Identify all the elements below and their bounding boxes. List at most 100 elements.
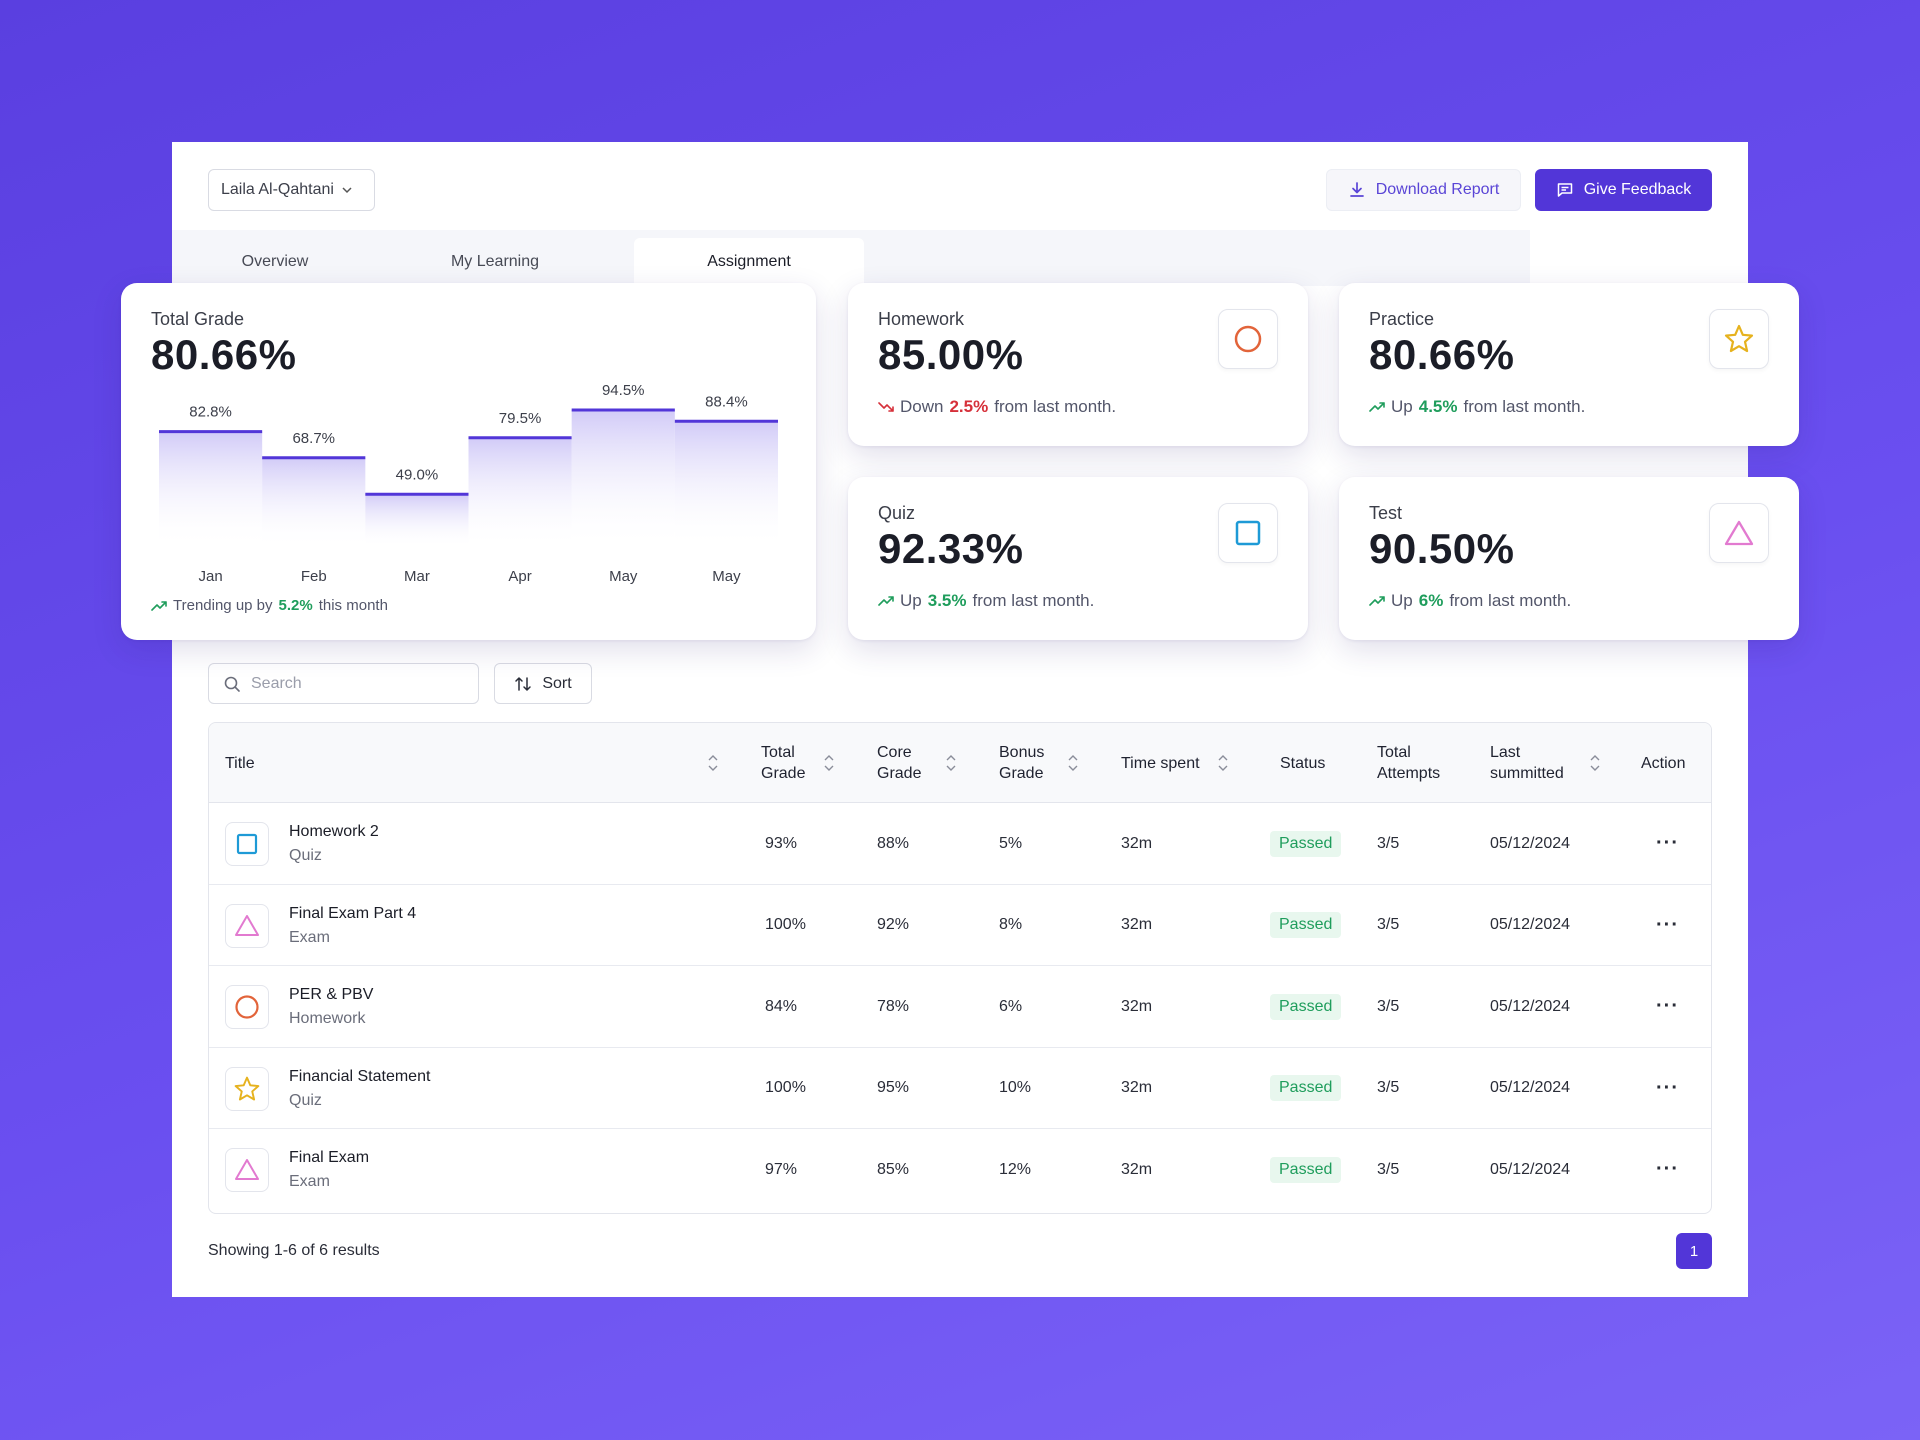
quiz-icon-box xyxy=(1218,503,1278,563)
table-row[interactable]: Homework 2 Quiz 93% 88% 5% 32m Passed 3/5 05/12/… xyxy=(209,803,1711,885)
square-icon xyxy=(1235,520,1261,546)
homework-icon-box xyxy=(1218,309,1278,369)
square-icon xyxy=(235,832,259,856)
practice-suffix: from last month. xyxy=(1463,397,1586,416)
results-count: Showing 1-6 of 6 results xyxy=(208,1242,380,1259)
table-row[interactable]: Final Exam Exam 97% 85% 12% 32m Passed 3/5 05/12… xyxy=(209,1129,1711,1211)
sort-arrows-icon[interactable] xyxy=(823,753,835,773)
chart-x-tick-label: May xyxy=(712,568,741,585)
row-title[interactable]: Final Exam Part 4 xyxy=(289,904,417,922)
row-last-submitted: 05/12/2024 xyxy=(1490,1160,1571,1178)
header-core-grade[interactable]: Core Grade xyxy=(877,744,922,782)
header-last-submitted[interactable]: Last summitted xyxy=(1490,744,1564,782)
chart-bar-area xyxy=(571,410,675,548)
row-bonus-grade: 6% xyxy=(999,997,1023,1015)
more-options-icon[interactable]: ··· xyxy=(1656,913,1679,936)
homework-value: 85.00% xyxy=(878,331,1024,378)
row-bonus-grade: 8% xyxy=(999,916,1023,933)
chart-bar-area xyxy=(159,431,263,548)
quiz-change: 3.5% xyxy=(927,591,967,610)
more-options-icon[interactable]: ··· xyxy=(1656,995,1679,1017)
sort-arrows-icon[interactable] xyxy=(1217,753,1229,773)
quiz-value: 92.33% xyxy=(878,525,1024,572)
practice-change: 4.5% xyxy=(1418,397,1458,416)
practice-label: Practice xyxy=(1369,309,1435,329)
row-title[interactable]: Final Exam xyxy=(289,1149,370,1166)
row-last-submitted: 05/12/2024 xyxy=(1490,834,1571,852)
search-input[interactable]: Search xyxy=(208,663,479,704)
row-core-grade: 78% xyxy=(877,997,910,1015)
chart-data-label: 49.0% xyxy=(396,466,439,483)
tab-my-learning[interactable]: My Learning xyxy=(378,238,612,286)
test-card: Test 90.50% Up 6% from last month. xyxy=(1339,477,1799,640)
quiz-direction: Up xyxy=(900,591,922,610)
homework-trend: Down 2.5% from last month. xyxy=(878,397,1116,417)
row-attempts: 3/5 xyxy=(1377,1079,1400,1096)
tab-bar: Overview My Learning Assignment xyxy=(172,230,1530,286)
table-body: Homework 2 Quiz 93% 88% 5% 32m Passed 3/5 05/12/… xyxy=(209,803,1711,1211)
test-icon-box xyxy=(1709,503,1769,563)
header-bonus-grade[interactable]: Bonus Grade xyxy=(999,744,1045,782)
status-badge: Passed xyxy=(1270,993,1342,1020)
row-total-grade: 97% xyxy=(765,1160,798,1178)
trend-up-icon xyxy=(878,596,894,606)
header-total-grade[interactable]: Total Grade xyxy=(761,744,806,782)
grade-chart: 82.8% Jan 68.7% Feb 49.0% Mar 79.5% Apr 94.5% May… xyxy=(159,382,778,585)
header-total-attempts: Total Attempts xyxy=(1377,744,1441,782)
trend-up-icon xyxy=(1369,402,1385,412)
row-time-spent: 32m xyxy=(1121,997,1153,1015)
sort-arrows-icon[interactable] xyxy=(707,753,719,773)
row-title[interactable]: Homework 2 xyxy=(289,823,379,840)
chart-trend: Trending up by 5.2% this month xyxy=(151,597,388,614)
practice-card: Practice 80.66% Up 4.5% from last month. xyxy=(1339,283,1799,446)
row-attempts: 3/5 xyxy=(1377,916,1400,933)
quiz-suffix: from last month. xyxy=(972,591,1095,610)
user-select[interactable]: Laila Al-Qahtani xyxy=(208,169,375,211)
give-feedback-button[interactable]: Give Feedback xyxy=(1535,169,1712,211)
header-status: Status xyxy=(1280,754,1326,772)
row-title[interactable]: Financial Statement xyxy=(289,1067,431,1085)
more-options-icon[interactable]: ··· xyxy=(1656,832,1679,854)
triangle-icon xyxy=(233,913,261,939)
sort-arrows-icon[interactable] xyxy=(1067,753,1079,773)
quiz-trend: Up 3.5% from last month. xyxy=(878,591,1094,611)
quiz-card: Quiz 92.33% Up 3.5% from last month. xyxy=(848,477,1308,640)
practice-icon-box xyxy=(1709,309,1769,369)
status-badge: Passed xyxy=(1270,912,1342,938)
chevron-down-icon xyxy=(342,187,352,194)
table-row[interactable]: PER & PBV Homework 84% 78% 6% 32m Passed 3/5 05/… xyxy=(209,966,1711,1048)
row-attempts: 3/5 xyxy=(1377,834,1400,852)
table-header: Title Total Grade Core Grade Bonus Grade… xyxy=(209,723,1711,803)
pagination-page-1[interactable]: 1 xyxy=(1676,1233,1712,1269)
header-title[interactable]: Title xyxy=(225,754,255,772)
test-change: 6% xyxy=(1418,591,1444,610)
row-icon-box xyxy=(225,822,269,866)
star-icon xyxy=(233,1075,261,1103)
sort-arrows-icon[interactable] xyxy=(945,753,957,773)
more-options-icon[interactable]: ··· xyxy=(1656,1076,1679,1099)
row-last-submitted: 05/12/2024 xyxy=(1490,997,1571,1015)
chart-trend-suffix: this month xyxy=(318,597,388,614)
row-attempts: 3/5 xyxy=(1377,997,1400,1015)
user-select-label: Laila Al-Qahtani xyxy=(221,181,334,198)
row-core-grade: 88% xyxy=(877,834,910,852)
table-row[interactable]: Financial Statement Quiz 100% 95% 10% 32m Pass… xyxy=(209,1048,1711,1129)
table-row[interactable]: Final Exam Part 4 Exam 100% 92% 8% 32m Passed 3… xyxy=(209,885,1711,966)
star-icon xyxy=(1724,324,1754,353)
test-direction: Up xyxy=(1391,591,1413,610)
row-core-grade: 85% xyxy=(877,1160,910,1178)
download-report-button[interactable]: Download Report xyxy=(1326,169,1521,211)
chart-data-label: 79.5% xyxy=(499,410,542,427)
tab-assignment[interactable]: Assignment xyxy=(634,238,864,286)
sort-button[interactable]: Sort xyxy=(494,663,592,704)
sort-arrows-icon[interactable] xyxy=(1589,753,1601,773)
tab-assignment-label: Assignment xyxy=(707,253,791,270)
sort-label: Sort xyxy=(542,674,572,692)
row-last-submitted: 05/12/2024 xyxy=(1490,1079,1571,1096)
row-title[interactable]: PER & PBV xyxy=(289,986,374,1003)
tab-overview[interactable]: Overview xyxy=(172,238,378,286)
chart-bar-area xyxy=(674,421,778,548)
more-options-icon[interactable]: ··· xyxy=(1656,1158,1679,1180)
header-time-spent[interactable]: Time spent xyxy=(1121,754,1200,772)
chart-x-tick-label: Feb xyxy=(301,568,327,585)
